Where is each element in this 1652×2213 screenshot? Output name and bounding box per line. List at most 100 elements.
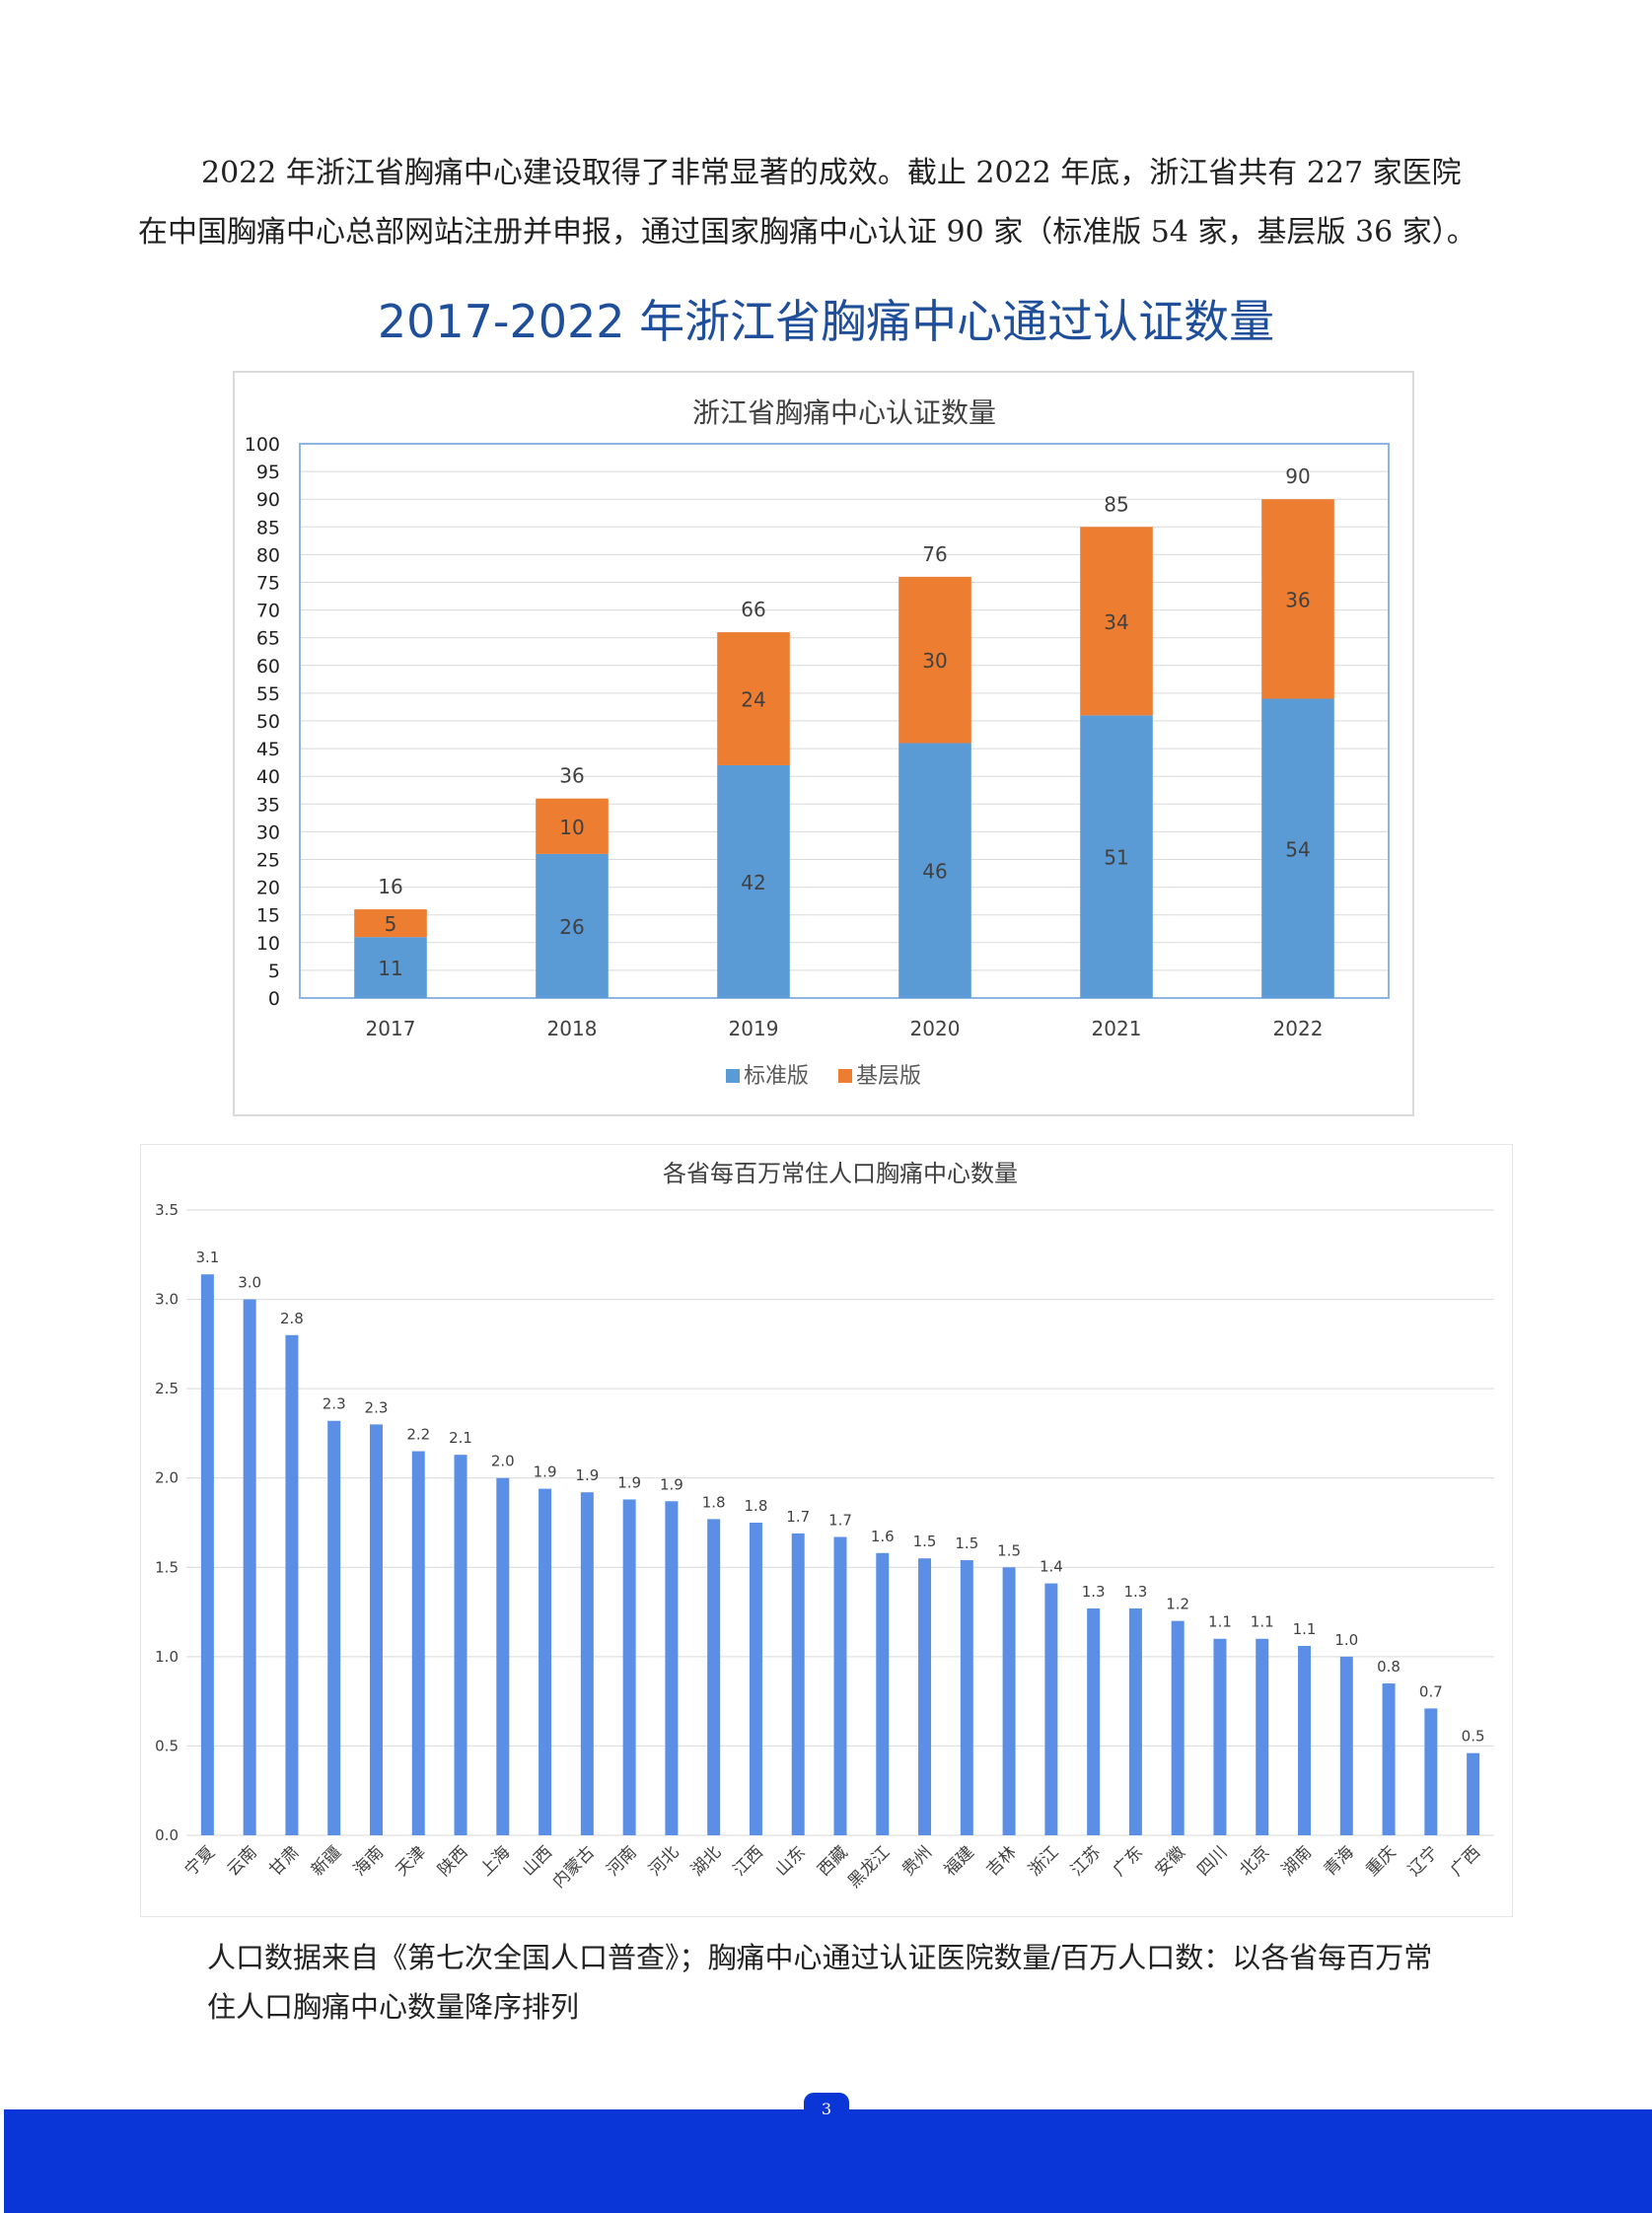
- chart1-legend-label: 标准版: [744, 1064, 809, 1089]
- chart2-x-tick: 湖北: [687, 1842, 725, 1880]
- chart2-title: 各省每百万常住人口胸痛中心数量: [663, 1160, 1018, 1187]
- chart1-y-tick: 95: [256, 462, 280, 483]
- chart2-value-label: 1.5: [913, 1533, 937, 1550]
- chart2-value-label: 0.7: [1419, 1682, 1443, 1700]
- chart2-x-tick: 山西: [519, 1842, 556, 1880]
- chart2-x-tick: 内蒙古: [549, 1842, 599, 1892]
- chart2-bar: [1044, 1583, 1058, 1835]
- chart2-y-tick: 2.5: [155, 1380, 179, 1397]
- chart2-x-tick: 青海: [1321, 1842, 1358, 1880]
- chart2-y-tick: 3.0: [155, 1291, 179, 1309]
- chart1-y-tick: 85: [256, 517, 280, 538]
- note-line-2: 住人口胸痛中心数量降序排列: [207, 1990, 580, 2024]
- chart1-y-tick: 5: [268, 961, 280, 982]
- chart2-value-label: 0.5: [1462, 1728, 1485, 1746]
- chart1-y-tick: 15: [256, 905, 280, 927]
- chart2-value-label: 1.5: [955, 1535, 978, 1552]
- intro-line-2: 在中国胸痛中心总部网站注册并申报，通过国家胸痛中心认证 90 家（标准版 54 …: [138, 215, 1476, 250]
- chart2-x-tick: 天津: [393, 1842, 430, 1880]
- chart1-y-tick: 45: [256, 739, 280, 760]
- chart2-value-label: 1.7: [786, 1508, 810, 1526]
- chart2-value-label: 2.3: [323, 1395, 346, 1413]
- chart2-bar: [833, 1536, 847, 1835]
- chart1-y-tick: 25: [256, 850, 280, 872]
- chart1-bar-basic: [1261, 499, 1334, 699]
- chart1-title: 浙江省胸痛中心认证数量: [692, 396, 996, 429]
- chart2-x-tick: 北京: [1236, 1842, 1273, 1880]
- chart1-y-tick: 80: [256, 544, 280, 566]
- page-number: 3: [804, 2093, 849, 2122]
- chart2-x-tick: 新疆: [308, 1842, 345, 1880]
- chart1-segment-label: 46: [922, 860, 947, 884]
- chart2-value-label: 1.8: [702, 1493, 726, 1511]
- chart2-bar: [327, 1420, 341, 1835]
- chart1-segment-label: 24: [741, 688, 765, 712]
- chart2-value-label: 1.3: [1123, 1583, 1147, 1601]
- chart2-x-tick: 陕西: [434, 1842, 471, 1880]
- certification-chart-frame: 浙江省胸痛中心认证数量 0 5 10 15 20 25 30 35 40 45 50 55 60 65 70 7…: [233, 371, 1414, 1116]
- chart2-bar: [1171, 1620, 1185, 1835]
- chart2-bar: [1002, 1567, 1016, 1835]
- chart1-x-tick: 2018: [547, 1017, 598, 1040]
- chart2-bar: [369, 1424, 383, 1835]
- chart1-bar-basic: [536, 798, 609, 854]
- chart2-value-label: 1.9: [617, 1473, 641, 1491]
- province-per-million-bar-chart: 各省每百万常住人口胸痛中心数量 0.0 0.5 1.0 1.5 2.0 2.5 3.0 3.5 3…: [155, 1160, 1494, 1892]
- chart2-y-tick: 1.0: [155, 1648, 179, 1666]
- chart2-bar: [918, 1558, 932, 1835]
- chart1-total-label: 16: [378, 875, 402, 898]
- chart1-x-tick: 2017: [366, 1017, 416, 1040]
- chart2-bar: [580, 1492, 594, 1835]
- chart2-value-label: 1.6: [871, 1528, 895, 1545]
- chart2-bar: [1339, 1656, 1353, 1835]
- chart1-segment-label: 30: [922, 649, 947, 673]
- note-line-1: 人口数据来自《第七次全国人口普查》；胸痛中心通过认证医院数量/百万人口数：以各省…: [207, 1941, 1433, 1974]
- chart2-x-tick: 西藏: [814, 1842, 851, 1880]
- chart1-y-tick: 35: [256, 794, 280, 816]
- chart2-bar: [791, 1533, 805, 1835]
- chart1-bar-basic: [354, 909, 427, 938]
- chart1-bar-standard: [1080, 715, 1153, 998]
- chart1-y-tick: 75: [256, 573, 280, 595]
- chart1-segment-label: 54: [1285, 837, 1310, 861]
- chart1-total-label: 76: [922, 542, 947, 566]
- chart1-y-tick: 90: [256, 489, 280, 511]
- chart1-bar-standard: [1261, 698, 1334, 998]
- chart1-legend-swatch: [838, 1069, 852, 1083]
- chart2-value-label: 1.4: [1040, 1558, 1063, 1576]
- chart2-x-tick: 贵州: [898, 1842, 936, 1880]
- chart2-x-tick: 宁夏: [181, 1842, 219, 1880]
- chart1-y-tick: 30: [256, 821, 280, 843]
- chart2-value-label: 2.3: [365, 1398, 389, 1416]
- certification-stacked-bar-chart: 浙江省胸痛中心认证数量 0 5 10 15 20 25 30 35 40 45 50 55 60 65 70 7…: [245, 396, 1390, 1089]
- chart2-y-tick: 2.0: [155, 1469, 179, 1487]
- chart2-value-label: 1.3: [1082, 1583, 1106, 1601]
- chart2-bar: [243, 1299, 256, 1835]
- footer-bar: [4, 2109, 1652, 2213]
- chart1-y-tick: 10: [256, 933, 280, 955]
- chart2-x-tick: 河南: [603, 1842, 640, 1880]
- chart1-y-tick: 0: [268, 988, 280, 1010]
- chart2-value-label: 1.8: [745, 1497, 768, 1515]
- chart2-value-label: 2.8: [280, 1310, 304, 1327]
- chart2-x-tick: 安徽: [1152, 1842, 1189, 1880]
- chart1-segment-label: 5: [385, 912, 397, 936]
- chart2-x-tick: 河北: [645, 1842, 682, 1880]
- chart1-y-tick: 100: [245, 434, 280, 456]
- chart1-y-tick: 20: [256, 878, 280, 899]
- chart2-x-tick: 辽宁: [1404, 1842, 1442, 1880]
- chart2-value-label: 2.0: [491, 1453, 515, 1470]
- chart2-value-label: 1.1: [1208, 1613, 1232, 1631]
- chart1-segment-label: 51: [1104, 846, 1128, 870]
- chart2-bar: [1256, 1638, 1269, 1835]
- chart2-bar: [285, 1334, 299, 1835]
- chart2-x-tick: 山东: [772, 1842, 810, 1880]
- chart1-bar-standard: [717, 764, 790, 998]
- data-source-note: 人口数据来自《第七次全国人口普查》；胸痛中心通过认证医院数量/百万人口数：以各省…: [207, 1933, 1489, 2032]
- chart1-y-tick: 65: [256, 628, 280, 650]
- chart2-bar: [1213, 1638, 1227, 1835]
- chart2-x-tick: 湖南: [1278, 1842, 1316, 1880]
- chart2-value-label: 1.5: [997, 1541, 1021, 1559]
- chart1-bar-standard: [536, 853, 609, 998]
- chart2-x-tick: 广东: [1110, 1842, 1147, 1880]
